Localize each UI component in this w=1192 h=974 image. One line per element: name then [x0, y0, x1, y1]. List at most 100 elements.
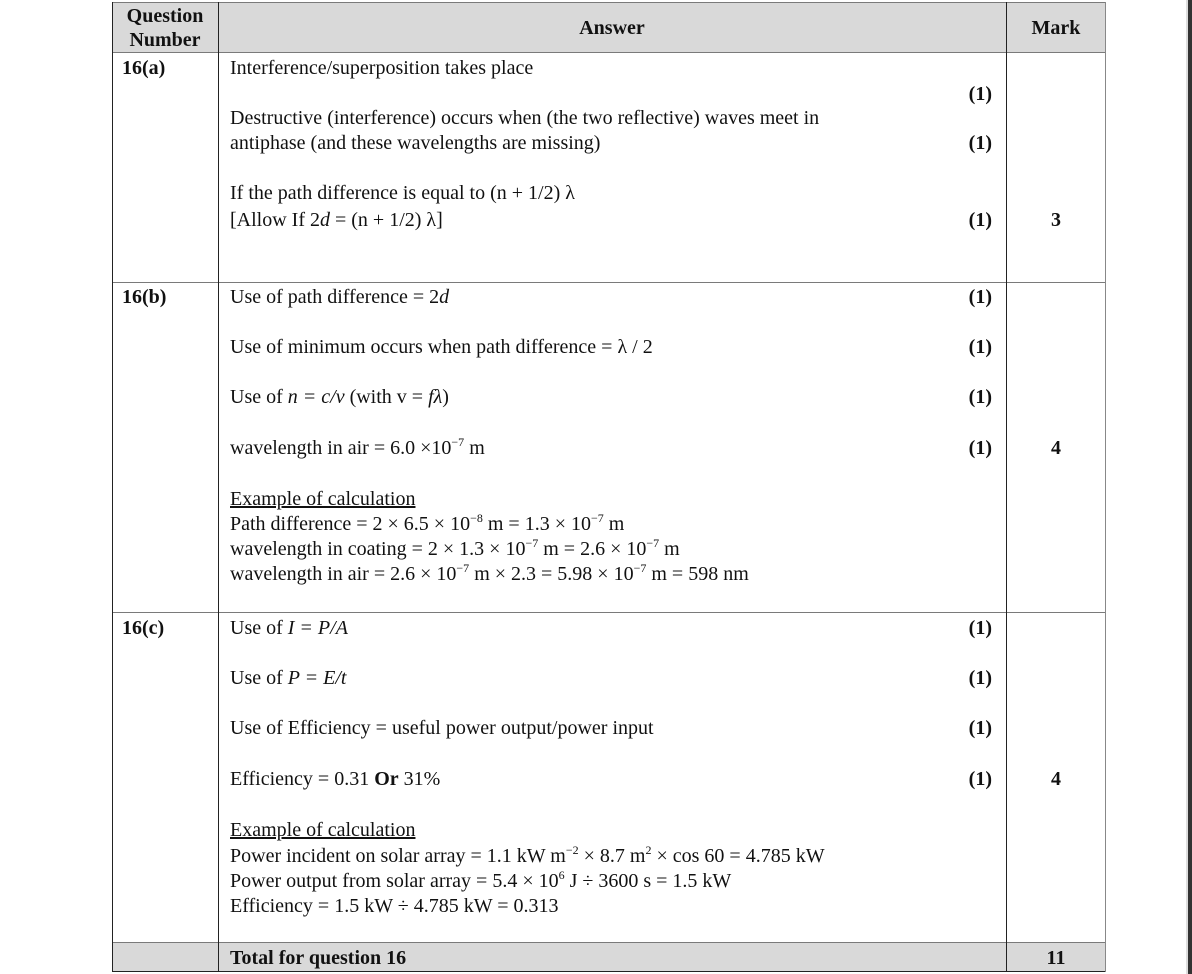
answer-line: Use of path difference = 2d	[230, 285, 449, 309]
text: Use of path difference = 2	[230, 286, 440, 308]
superscript: 2	[645, 843, 652, 857]
text: m	[659, 538, 680, 560]
header-question-line2: Number	[129, 29, 201, 51]
superscript: −2	[565, 843, 579, 857]
text: m = 1.3 × 10	[482, 513, 591, 535]
point-mark: (1)	[968, 768, 992, 790]
text: Use of	[230, 617, 288, 639]
text: fλ	[428, 386, 443, 408]
calc-line: wavelength in coating = 2 × 1.3 × 10−7 m…	[230, 537, 680, 561]
header-mark: Mark	[1031, 17, 1081, 39]
row-divider	[112, 52, 1106, 53]
superscript: 6	[558, 868, 565, 882]
row-divider	[112, 282, 1106, 283]
text: wavelength in coating = 2 × 1.3 × 10	[230, 538, 526, 560]
total-label: Total for question 16	[230, 947, 407, 969]
answer-line: wavelength in air = 6.0 ×10−7 m	[230, 436, 485, 460]
question-mark-total: 4	[1051, 768, 1061, 790]
grand-total: 11	[1046, 947, 1066, 969]
text: Use of	[230, 667, 288, 689]
column-divider	[1006, 2, 1007, 972]
row-divider	[112, 942, 1106, 943]
answer-line-allow: [Allow If 2d = (n + 1/2) λ]	[230, 208, 443, 232]
answer-line: If the path difference is equal to (n + …	[230, 182, 575, 204]
superscript: −7	[525, 536, 539, 550]
table-border	[112, 2, 1106, 3]
text: m = 598 nm	[646, 563, 749, 585]
answer-line: antiphase (and these wavelengths are mis…	[230, 132, 601, 154]
calc-line: Power incident on solar array = 1.1 kW m…	[230, 844, 825, 868]
column-divider	[218, 2, 219, 972]
answer-line: Use of I = P/A	[230, 616, 348, 640]
text: m	[464, 437, 485, 459]
text: wavelength in air = 6.0 ×10	[230, 437, 452, 459]
text: Use of	[230, 386, 288, 408]
calc-line: Efficiency = 1.5 kW ÷ 4.785 kW = 0.313	[230, 895, 559, 917]
column-divider	[112, 2, 113, 972]
example-title: Example of calculation	[230, 488, 416, 510]
text: (with v =	[344, 386, 429, 408]
table-border	[112, 971, 1106, 972]
page-edge	[1186, 0, 1192, 974]
text: = (n + 1/2) λ]	[329, 209, 443, 231]
text: I = P/A	[287, 617, 348, 639]
example-title: Example of calculation	[230, 819, 416, 841]
superscript: −8	[470, 511, 483, 525]
text: P = E/t	[287, 667, 347, 689]
calc-line: Power output from solar array = 5.4 × 10…	[230, 869, 731, 893]
text: 31%	[398, 768, 441, 790]
header-row	[112, 2, 1106, 52]
point-mark: (1)	[968, 386, 992, 408]
point-mark: (1)	[968, 336, 992, 358]
header-question-number: Question Number	[112, 4, 218, 52]
calc-line: wavelength in air = 2.6 × 10−7 m × 2.3 =…	[230, 562, 749, 586]
total-row	[112, 942, 1106, 972]
answer-line: Efficiency = 0.31 Or 31%	[230, 767, 440, 791]
point-mark: (1)	[968, 667, 992, 689]
answer-line: Use of P = E/t	[230, 666, 346, 690]
answer-line: Use of Efficiency = useful power output/…	[230, 717, 654, 739]
answer-line: Interference/superposition takes place	[230, 57, 534, 79]
text: Power incident on solar array = 1.1 kW m	[230, 845, 566, 867]
superscript: −7	[456, 561, 470, 575]
text: wavelength in air = 2.6 × 10	[230, 563, 457, 585]
point-mark: (1)	[968, 437, 992, 459]
question-mark-total: 4	[1051, 437, 1061, 459]
text: n = c/v	[287, 386, 345, 408]
answer-line: Destructive (interference) occurs when (…	[230, 107, 820, 129]
text: J ÷ 3600 s = 1.5 kW	[564, 870, 732, 892]
superscript: −7	[451, 435, 465, 449]
text: Path difference = 2 × 6.5 × 10	[230, 513, 471, 535]
point-mark: (1)	[968, 717, 992, 739]
answer-line: Use of minimum occurs when path differen…	[230, 336, 653, 358]
question-mark-total: 3	[1051, 209, 1061, 231]
text: Or	[374, 768, 399, 790]
point-mark: (1)	[968, 83, 992, 105]
question-number-16c: 16(c)	[122, 617, 165, 639]
superscript: −7	[633, 561, 647, 575]
text: m = 2.6 × 10	[538, 538, 647, 560]
text: [Allow If 2	[230, 209, 320, 231]
header-question-line1: Question	[126, 5, 204, 27]
question-number-16a: 16(a)	[122, 57, 166, 79]
text: Power output from solar array = 5.4 × 10	[230, 870, 559, 892]
header-answer: Answer	[579, 17, 645, 39]
column-divider	[1105, 2, 1106, 972]
superscript: −7	[590, 511, 604, 525]
text: )	[442, 386, 449, 408]
point-mark: (1)	[968, 132, 992, 154]
superscript: −7	[646, 536, 660, 550]
text: m	[603, 513, 625, 535]
answer-line: Use of n = c/v (with v = fλ)	[230, 385, 449, 409]
point-mark: (1)	[968, 286, 992, 308]
text: × 8.7 m	[578, 845, 646, 867]
text: d	[439, 286, 450, 308]
calc-line: Path difference = 2 × 6.5 × 10−8 m = 1.3…	[230, 512, 624, 536]
text: Efficiency = 0.31	[230, 768, 375, 790]
text: m × 2.3 = 5.98 × 10	[469, 563, 634, 585]
row-divider	[112, 612, 1106, 613]
point-mark: (1)	[968, 617, 992, 639]
question-number-16b: 16(b)	[122, 286, 167, 308]
text: d	[319, 209, 330, 231]
point-mark: (1)	[968, 209, 992, 231]
